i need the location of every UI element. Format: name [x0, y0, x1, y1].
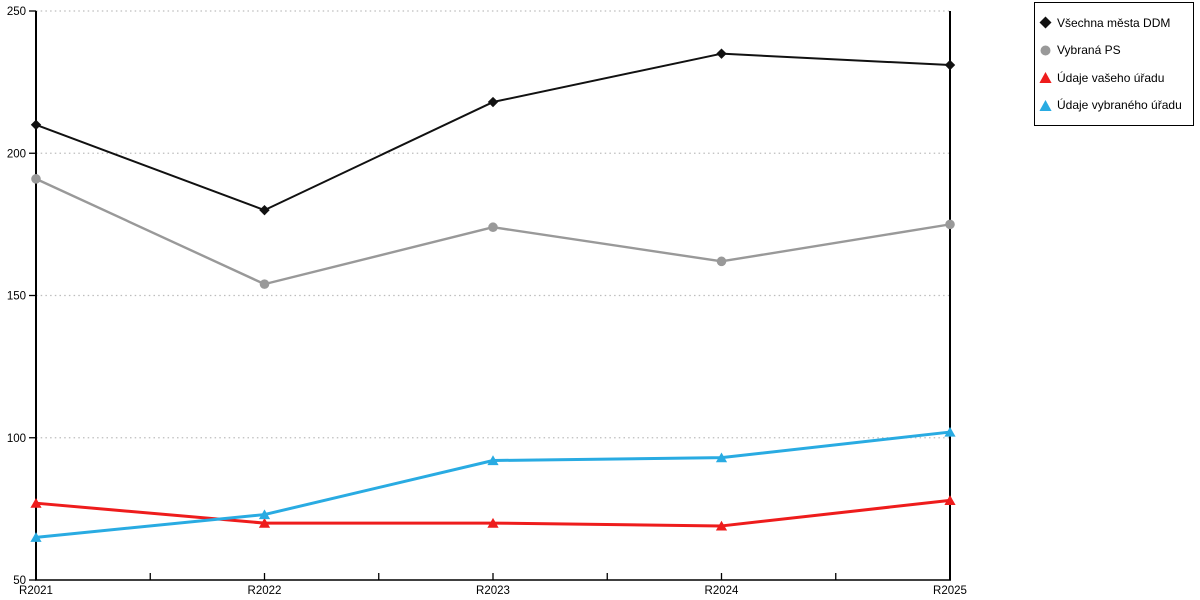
y-tick-label-200: 200	[7, 148, 26, 160]
legend-item-label: Vybraná PS	[1057, 43, 1121, 58]
series-marker-udaje-vybraneho-uradu-R2021	[30, 532, 42, 542]
legend-item-udaje-vaseho-uradu: Údaje vašeho úřadu	[1039, 71, 1189, 85]
legend-item-vybrana-ps: Vybraná PS	[1039, 43, 1189, 57]
series-marker-vsechna-mesta-ddm-R2025	[944, 59, 956, 71]
series-marker-vybrana-ps-R2022	[259, 279, 270, 289]
legend-item-udaje-vybraneho-uradu: Údaje vybraného úřadu	[1039, 98, 1189, 112]
series-marker-vybrana-ps-R2025	[945, 219, 955, 230]
series-marker-vsechna-mesta-ddm-R2024	[716, 48, 727, 59]
series-marker-udaje-vaseho-uradu-R2024	[715, 520, 728, 531]
legend-item-label: Všechna města DDM	[1057, 15, 1171, 30]
series-marker-vsechna-mesta-ddm-R2021	[30, 119, 42, 130]
y-tick-label-100: 100	[7, 433, 26, 445]
series-line-vsechna-mesta-ddm	[35, 52, 951, 212]
series-marker-vybrana-ps-R2024	[716, 256, 727, 267]
y-tick-label-50: 50	[13, 575, 26, 587]
x-tick-label-r2022: R2022	[248, 585, 282, 597]
series-marker-vybrana-ps-R2023	[488, 222, 498, 233]
legend-item-vsechna-mesta-ddm: Všechna města DDM	[1039, 16, 1189, 30]
diamond-marker-icon	[1039, 16, 1052, 29]
series-marker-udaje-vybraneho-uradu-R2024	[715, 452, 728, 463]
y-tick-label-250: 250	[7, 6, 26, 18]
series-marker-udaje-vybraneho-uradu-R2022	[258, 509, 271, 520]
series-marker-udaje-vaseho-uradu-R2023	[487, 517, 499, 528]
x-tick-label-r2025: R2025	[933, 585, 967, 597]
x-tick-label-r2024: R2024	[705, 585, 739, 597]
triangle-marker-icon	[1039, 72, 1052, 84]
x-tick-label-r2023: R2023	[476, 585, 510, 597]
triangle-marker-icon	[1039, 99, 1052, 111]
legend-item-label: Údaje vybraného úřadu	[1057, 98, 1182, 113]
y-tick-label-150: 150	[7, 291, 26, 303]
x-tick-label-r2021: R2021	[19, 585, 53, 597]
series-marker-vsechna-mesta-ddm-R2022	[259, 204, 270, 216]
series-marker-vsechna-mesta-ddm-R2023	[487, 96, 499, 108]
series-marker-udaje-vybraneho-uradu-R2023	[487, 455, 499, 466]
series-marker-vybrana-ps-R2021	[31, 174, 41, 184]
legend-item-label: Údaje vašeho úřadu	[1057, 70, 1165, 85]
series-marker-udaje-vaseho-uradu-R2021	[30, 497, 42, 508]
series-marker-udaje-vaseho-uradu-R2022	[258, 517, 271, 528]
circle-marker-icon	[1040, 45, 1051, 56]
series-marker-udaje-vaseho-uradu-R2025	[944, 495, 956, 505]
legend: Všechna města DDM Vybraná PS Údaje vašeho …	[1034, 2, 1194, 126]
series-marker-udaje-vybraneho-uradu-R2025	[944, 426, 956, 437]
